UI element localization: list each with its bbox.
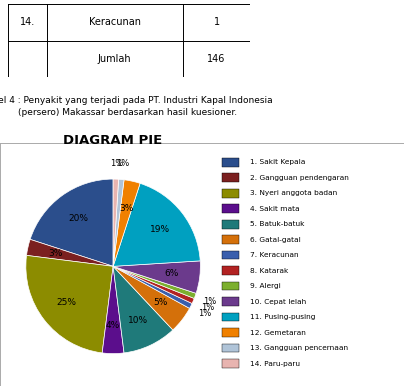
FancyBboxPatch shape: [222, 282, 239, 291]
Text: 7. Keracunan: 7. Keracunan: [250, 252, 299, 258]
Text: 8. Katarak: 8. Katarak: [250, 267, 288, 274]
Text: 3. Nyeri anggota badan: 3. Nyeri anggota badan: [250, 190, 337, 196]
FancyBboxPatch shape: [222, 313, 239, 322]
Text: 5%: 5%: [153, 298, 167, 307]
Text: Keracunan: Keracunan: [89, 17, 141, 27]
Text: 10. Cepat lelah: 10. Cepat lelah: [250, 299, 306, 305]
Text: 1%: 1%: [110, 159, 123, 168]
Text: 14. Paru-paru: 14. Paru-paru: [250, 361, 300, 367]
Text: 11. Pusing-pusing: 11. Pusing-pusing: [250, 314, 315, 320]
Text: 1%: 1%: [198, 308, 211, 318]
Wedge shape: [113, 261, 200, 293]
Text: 14.: 14.: [20, 17, 35, 27]
Wedge shape: [113, 266, 194, 303]
Wedge shape: [26, 256, 113, 353]
Wedge shape: [113, 179, 119, 266]
FancyBboxPatch shape: [222, 251, 239, 259]
Wedge shape: [113, 266, 192, 308]
Text: Jumlah: Jumlah: [98, 54, 132, 64]
Text: 25%: 25%: [56, 298, 76, 307]
FancyBboxPatch shape: [222, 297, 239, 306]
Text: 146: 146: [207, 54, 226, 64]
Title: DIAGRAM PIE: DIAGRAM PIE: [63, 134, 163, 147]
Text: 3%: 3%: [119, 204, 133, 213]
Text: Tabel 4 : Penyakit yang terjadi pada PT. Industri Kapal Indonesia
(persero) Maka: Tabel 4 : Penyakit yang terjadi pada PT.…: [0, 96, 273, 117]
FancyBboxPatch shape: [222, 359, 239, 368]
Text: 1%: 1%: [116, 159, 129, 168]
Wedge shape: [113, 183, 200, 266]
Text: 19%: 19%: [150, 225, 170, 234]
Text: 4. Sakit mata: 4. Sakit mata: [250, 206, 299, 212]
Wedge shape: [113, 180, 140, 266]
Text: 12. Gemetaran: 12. Gemetaran: [250, 330, 306, 335]
Text: 1%: 1%: [203, 297, 217, 306]
Text: 6%: 6%: [165, 269, 179, 278]
Wedge shape: [113, 266, 189, 330]
Text: 10%: 10%: [128, 315, 148, 325]
Wedge shape: [27, 239, 113, 266]
FancyBboxPatch shape: [222, 189, 239, 198]
Wedge shape: [113, 266, 196, 298]
Text: 13. Gangguan pencernaan: 13. Gangguan pencernaan: [250, 345, 348, 351]
Text: 1. Sakit Kepala: 1. Sakit Kepala: [250, 159, 305, 165]
FancyBboxPatch shape: [222, 173, 239, 182]
Wedge shape: [113, 179, 124, 266]
Wedge shape: [113, 266, 173, 353]
FancyBboxPatch shape: [222, 344, 239, 352]
FancyBboxPatch shape: [222, 266, 239, 275]
Text: 4%: 4%: [106, 321, 120, 330]
Text: 5. Batuk-batuk: 5. Batuk-batuk: [250, 221, 304, 227]
FancyBboxPatch shape: [222, 235, 239, 244]
Text: 1%: 1%: [201, 303, 214, 312]
Text: 3%: 3%: [48, 249, 62, 258]
Text: 1: 1: [213, 17, 220, 27]
Text: 9. Alergi: 9. Alergi: [250, 283, 280, 289]
FancyBboxPatch shape: [222, 204, 239, 213]
FancyBboxPatch shape: [222, 220, 239, 229]
Text: 20%: 20%: [68, 214, 88, 223]
Wedge shape: [102, 266, 124, 354]
Text: 6. Gatal-gatal: 6. Gatal-gatal: [250, 237, 301, 243]
FancyBboxPatch shape: [222, 328, 239, 337]
Wedge shape: [30, 179, 113, 266]
FancyBboxPatch shape: [222, 158, 239, 166]
Text: 2. Gangguan pendengaran: 2. Gangguan pendengaran: [250, 174, 349, 181]
